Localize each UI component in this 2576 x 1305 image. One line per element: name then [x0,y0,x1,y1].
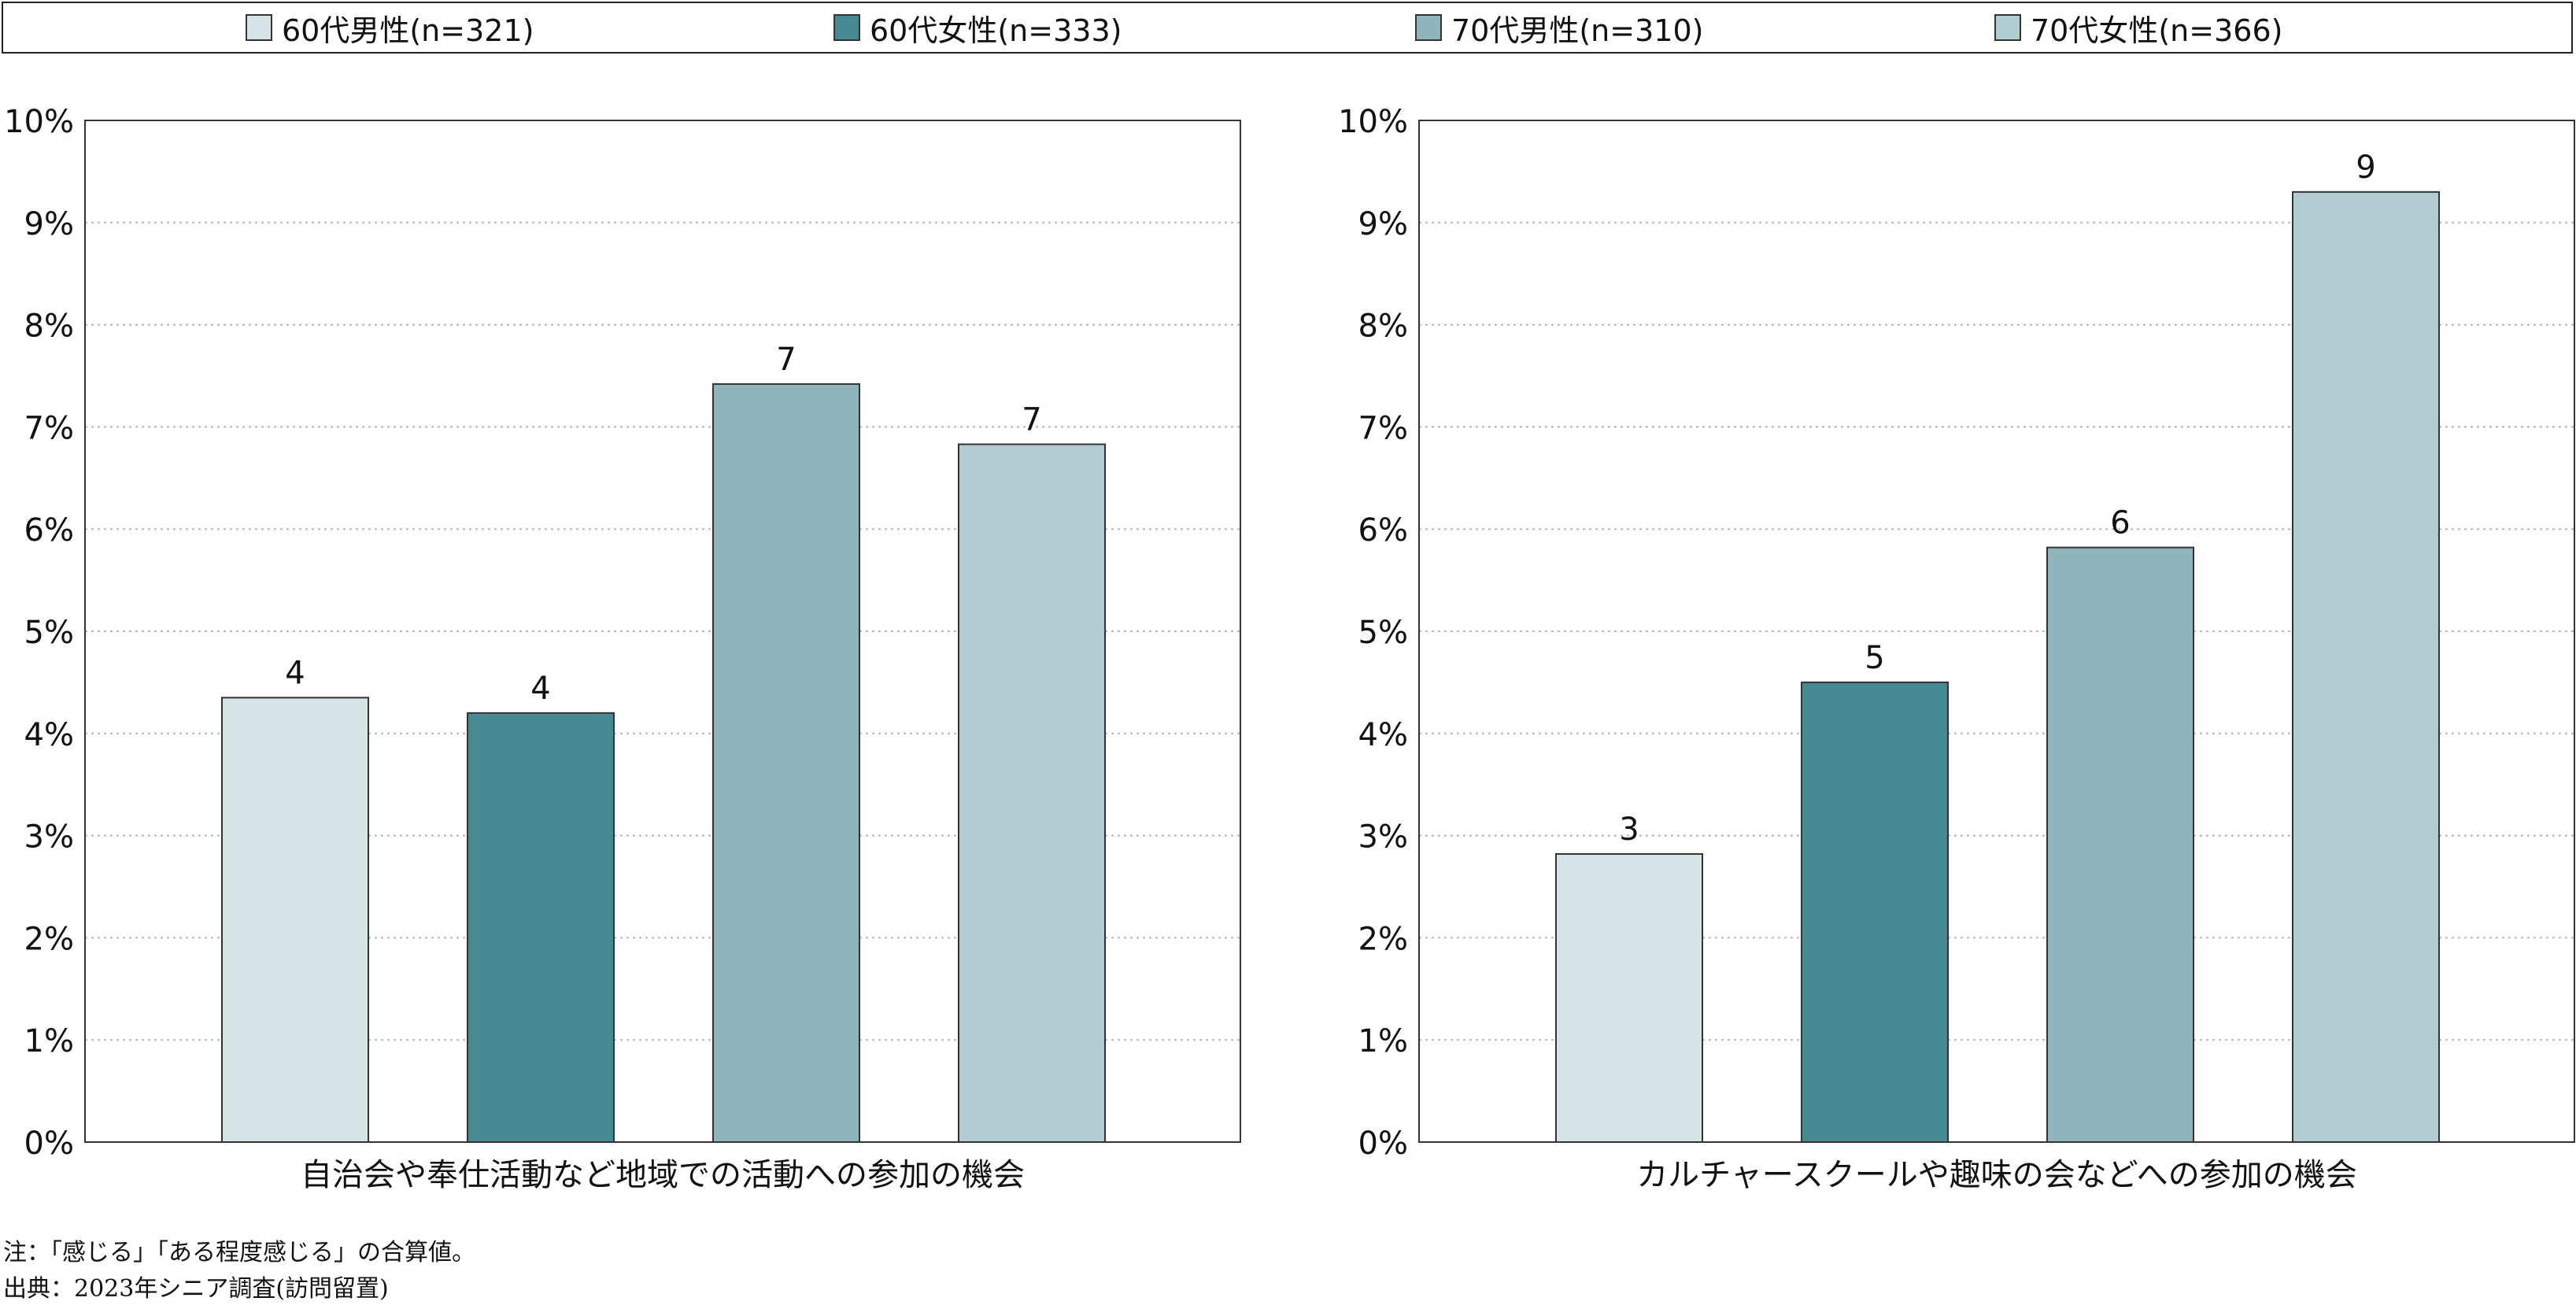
data-label: 3 [1619,811,1639,848]
bar [2292,190,2440,1144]
bar [712,383,860,1144]
y-tick-label: 9% [24,206,74,242]
legend-swatch [246,14,272,41]
bar [221,697,369,1143]
legend-label: 70代男性(n=310) [1451,13,1704,48]
y-tick-label: 4% [24,717,74,753]
data-label: 4 [530,671,550,707]
data-label: 4 [285,655,305,691]
y-tick-label: 7% [24,410,74,446]
bar [2046,546,2194,1143]
data-label: 5 [1865,640,1884,676]
y-tick-label: 4% [1358,717,1408,753]
y-tick-label: 2% [24,921,74,957]
y-tick-label: 0% [1358,1126,1408,1162]
bar [1801,681,1949,1143]
chart-source: 出典：2023年シニア調査(訪問留置) [3,1275,389,1303]
legend-item-60s-female: 60代女性(n=333) [833,3,1122,52]
y-tick-label: 5% [24,615,74,651]
y-tick-label: 1% [24,1023,74,1059]
plot-frame [84,120,1241,1143]
plot-frame [1418,120,2575,1143]
y-tick-label: 8% [1358,309,1408,345]
x-category-label: カルチャースクールや趣味の会などへの参加の機会 [1636,1157,2357,1193]
legend-swatch [833,14,860,41]
data-label: 9 [2356,150,2375,186]
chart-legend: 60代男性(n=321) 60代女性(n=333) 70代男性(n=310) 7… [2,2,2573,54]
y-tick-label: 9% [1358,206,1408,242]
bar [1555,852,1703,1143]
legend-label: 60代男性(n=321) [282,13,534,48]
legend-swatch [1994,14,2021,41]
y-tick-label: 3% [1358,819,1408,856]
bar [958,443,1106,1143]
y-tick-label: 10% [4,104,74,140]
y-tick-label: 5% [1358,615,1408,651]
chart-note: 注：「感じる」「ある程度感じる」の合算値。 [3,1239,475,1266]
y-tick-label: 8% [24,309,74,345]
y-tick-label: 10% [1338,104,1408,140]
data-label: 7 [776,342,796,378]
y-tick-label: 1% [1358,1023,1408,1059]
y-tick-label: 6% [24,512,74,549]
legend-swatch [1415,14,1442,41]
legend-label: 60代女性(n=333) [870,13,1122,48]
data-label: 6 [2110,505,2130,542]
y-tick-label: 0% [24,1126,74,1162]
bar [467,712,615,1143]
y-tick-label: 6% [1358,512,1408,549]
y-tick-label: 2% [1358,921,1408,957]
y-tick-label: 7% [1358,410,1408,446]
y-tick-label: 3% [24,819,74,856]
legend-item-70s-male: 70代男性(n=310) [1415,3,1703,52]
legend-label: 70代女性(n=366) [2031,13,2283,48]
x-category-label: 自治会や奉仕活動など地域での活動への参加の機会 [301,1157,1025,1193]
legend-item-70s-female: 70代女性(n=366) [1994,3,2282,52]
data-label: 7 [1022,401,1041,438]
legend-item-60s-male: 60代男性(n=321) [246,3,534,52]
